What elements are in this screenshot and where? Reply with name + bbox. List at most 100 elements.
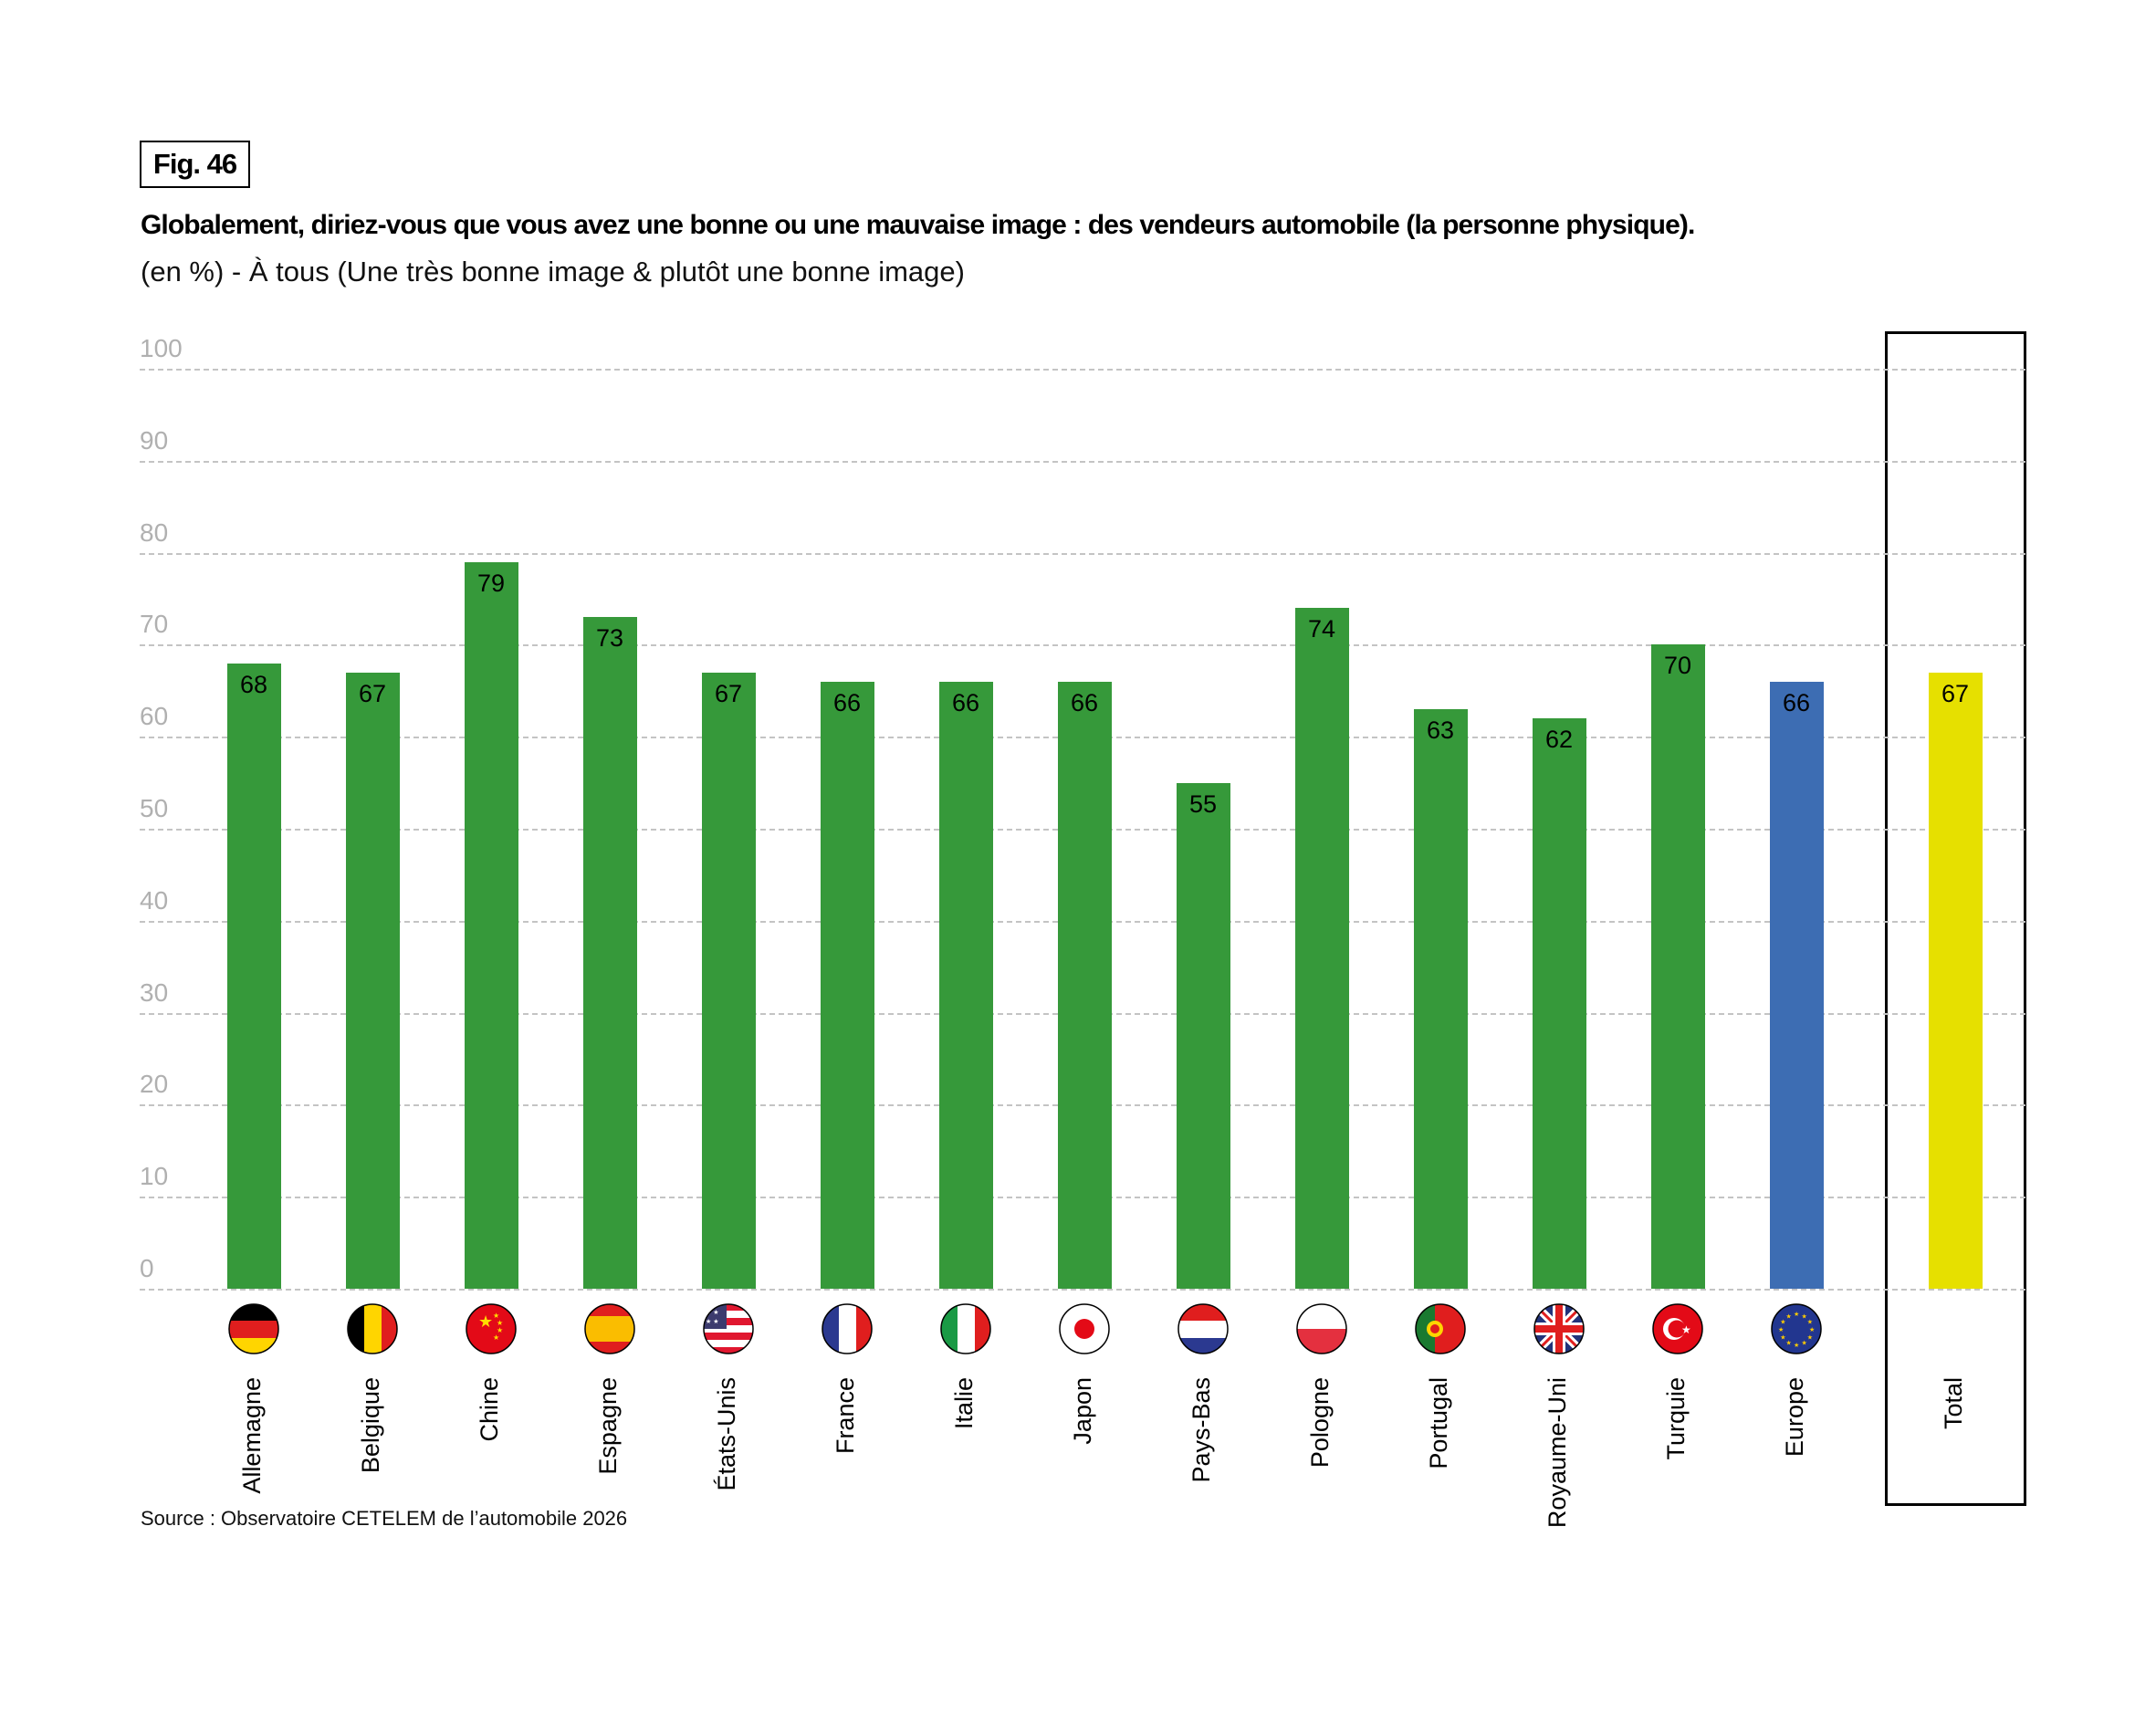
data-label: 66 [832, 688, 862, 716]
data-label: 66 [951, 688, 980, 716]
x-axis-label: Allemagne [238, 1377, 266, 1494]
x-axis-label: États-Unis [713, 1377, 740, 1491]
chart-title: Globalement, diriez-vous que vous avez u… [141, 210, 1695, 240]
y-tick-label: 90 [140, 425, 169, 455]
svg-text:★: ★ [1807, 1319, 1813, 1326]
svg-text:★: ★ [478, 1312, 493, 1332]
x-axis-label: Italie [950, 1377, 978, 1430]
x-axis-label: Pays-Bas [1188, 1377, 1215, 1483]
poland-flag-icon [1296, 1303, 1347, 1354]
bar-japon [1057, 681, 1112, 1289]
svg-text:★: ★ [1802, 1312, 1807, 1320]
data-label: 55 [1188, 789, 1218, 818]
svg-text:★: ★ [1794, 1311, 1799, 1318]
data-label: 66 [1070, 688, 1099, 716]
y-tick-label: 40 [140, 885, 169, 915]
bar-états-unis [701, 672, 756, 1289]
gridline [140, 460, 2025, 463]
gridline [140, 369, 2025, 371]
portugal-flag-icon [1415, 1303, 1466, 1354]
y-tick-label: 30 [140, 978, 169, 1007]
bar-portugal [1413, 708, 1468, 1289]
y-tick-label: 50 [140, 794, 169, 822]
x-axis-label: Turquie [1662, 1377, 1690, 1460]
france-flag-icon [822, 1303, 873, 1354]
x-axis-label: Chine [476, 1377, 503, 1442]
y-tick-label: 60 [140, 702, 169, 731]
bar-france [820, 681, 874, 1289]
germany-flag-icon [228, 1303, 279, 1354]
bar-pologne [1294, 608, 1349, 1289]
x-axis-label: Japon [1069, 1377, 1096, 1445]
chart-subtitle: (en %) - À tous (Une très bonne image & … [141, 256, 965, 288]
data-label: 67 [714, 679, 743, 707]
x-axis-label: Belgique [357, 1377, 384, 1474]
bar-turquie [1650, 644, 1705, 1289]
y-tick-label: 100 [140, 334, 183, 362]
eu-flag-icon: ★ ★ ★ ★ ★ ★ ★ ★ ★ ★ ★ ★ [1771, 1303, 1822, 1354]
y-tick-label: 70 [140, 610, 169, 639]
x-axis-label: Portugal [1425, 1377, 1452, 1469]
data-label: 63 [1426, 716, 1455, 744]
svg-text:★: ★ [497, 1319, 503, 1327]
belgium-flag-icon [347, 1303, 398, 1354]
svg-text:★: ★ [1794, 1342, 1799, 1349]
svg-text:★ ★: ★ ★ [706, 1318, 719, 1325]
gridline [140, 644, 2025, 647]
y-tick-label: 80 [140, 518, 169, 547]
data-label: 66 [1782, 688, 1811, 716]
source-note: Source : Observatoire CETELEM de l’autom… [141, 1507, 628, 1530]
data-label: 68 [239, 670, 268, 698]
svg-text:★: ★ [1786, 1312, 1792, 1320]
bar-belgique [345, 672, 400, 1289]
data-label: 67 [1941, 679, 1970, 707]
bar-pays-bas [1176, 782, 1230, 1289]
gridline [140, 1289, 2025, 1291]
svg-text:★: ★ [497, 1326, 503, 1334]
china-flag-icon: ★ ★ ★ ★ ★ [466, 1303, 517, 1354]
netherlands-flag-icon [1177, 1303, 1229, 1354]
svg-text:★: ★ [1780, 1319, 1785, 1326]
bar-espagne [582, 617, 637, 1289]
data-label: 73 [595, 624, 624, 653]
svg-text:★: ★ [493, 1312, 499, 1320]
data-label: 74 [1307, 615, 1336, 643]
bar-total [1928, 672, 1983, 1289]
uk-flag-icon [1533, 1303, 1585, 1354]
x-axis-label: Pologne [1306, 1377, 1334, 1469]
y-tick-label: 20 [140, 1070, 169, 1099]
spain-flag-icon [584, 1303, 635, 1354]
svg-text:★: ★ [1802, 1340, 1807, 1347]
x-axis-label: Royaume-Uni [1544, 1377, 1571, 1529]
turkey-flag-icon: ★ [1652, 1303, 1703, 1354]
svg-text:★: ★ [493, 1333, 499, 1342]
bar-chine [464, 561, 518, 1289]
svg-text:★: ★ [1807, 1334, 1813, 1342]
x-axis-label: Espagne [594, 1377, 622, 1475]
bar-italie [938, 681, 993, 1289]
svg-text:★: ★ [1780, 1334, 1785, 1342]
figure-number: Fig. 46 [140, 141, 250, 188]
total-highlight-box [1885, 331, 2026, 1506]
data-label: 79 [476, 569, 506, 597]
data-label: 70 [1663, 652, 1692, 680]
japan-flag-icon [1059, 1303, 1110, 1354]
svg-text:★: ★ [1809, 1326, 1815, 1333]
x-axis-label: France [832, 1377, 859, 1455]
italy-flag-icon [940, 1303, 991, 1354]
svg-text:★ ★: ★ ★ [706, 1309, 719, 1316]
data-label: 62 [1544, 726, 1574, 754]
bar-allemagne [226, 663, 281, 1289]
svg-text:★: ★ [1786, 1340, 1792, 1347]
x-axis-label: Total [1940, 1377, 1967, 1430]
bar-royaume-uni [1532, 718, 1586, 1289]
gridline [140, 552, 2025, 555]
x-axis-label: Europe [1781, 1377, 1808, 1458]
y-tick-label: 10 [140, 1162, 169, 1191]
data-label: 67 [358, 679, 387, 707]
svg-text:★: ★ [1681, 1323, 1691, 1336]
y-tick-label: 0 [140, 1254, 154, 1282]
svg-text:★: ★ [1778, 1326, 1784, 1333]
usa-flag-icon: ★ ★ ★ ★ [703, 1303, 754, 1354]
bar-europe [1769, 681, 1824, 1289]
